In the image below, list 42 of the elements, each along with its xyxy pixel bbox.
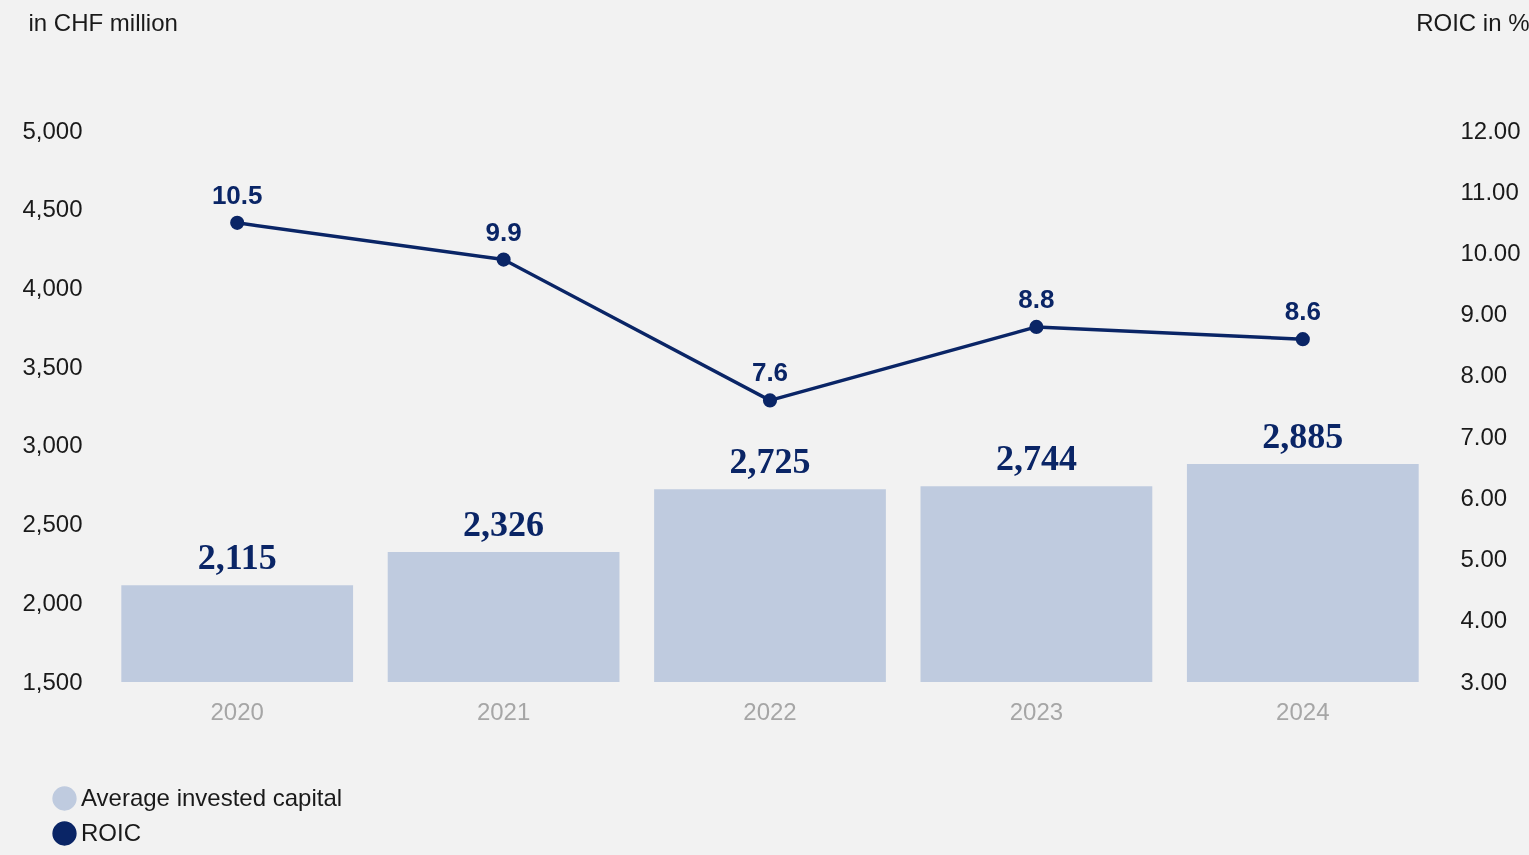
y-tick-label: 2,500 bbox=[22, 510, 83, 538]
y-tick-label: 1,500 bbox=[22, 667, 83, 695]
y-tick-label: 2,000 bbox=[22, 588, 83, 616]
y2-tick-label: 10.00 bbox=[1460, 238, 1521, 266]
data-label: 10.5 bbox=[211, 179, 263, 210]
x-tick-label: 2024 bbox=[1276, 697, 1330, 725]
y2-tick-label: 4.00 bbox=[1460, 606, 1508, 634]
y2-tick-label: 7.00 bbox=[1460, 422, 1508, 450]
x-tick-label: 2022 bbox=[743, 697, 797, 725]
data-label: 9.9 bbox=[485, 216, 522, 247]
legend-label: ROIC bbox=[81, 818, 141, 846]
y-axis-title: in CHF million bbox=[28, 8, 178, 36]
data-label: 2,885 bbox=[1262, 415, 1344, 456]
y-tick-label: 3,500 bbox=[22, 352, 83, 380]
x-tick-label: 2021 bbox=[476, 697, 531, 725]
y2-tick-label: 6.00 bbox=[1460, 483, 1508, 511]
data-label: 8.8 bbox=[1018, 283, 1055, 314]
y2-tick-label: 12.00 bbox=[1460, 116, 1521, 144]
data-label: 2,326 bbox=[463, 503, 545, 544]
point bbox=[230, 215, 245, 230]
y-tick-label: 5,000 bbox=[22, 116, 83, 144]
y2-tick-label: 11.00 bbox=[1460, 177, 1519, 205]
data-label: 2,725 bbox=[729, 441, 811, 482]
point bbox=[496, 252, 511, 267]
y2-tick-label: 3.00 bbox=[1460, 667, 1508, 695]
x-tick-label: 2023 bbox=[1009, 697, 1064, 725]
y-tick-label: 4,500 bbox=[22, 195, 83, 223]
data-label: 8.6 bbox=[1284, 296, 1321, 327]
y-tick-label: 3,000 bbox=[22, 431, 83, 459]
x-tick-label: 2020 bbox=[210, 697, 264, 725]
point bbox=[762, 393, 778, 408]
data-label: 7.6 bbox=[751, 357, 789, 388]
y2-axis-title: ROIC in % bbox=[1416, 8, 1529, 36]
point bbox=[1295, 332, 1310, 347]
data-label: 2,744 bbox=[995, 438, 1077, 479]
y-tick-label: 4,000 bbox=[22, 273, 83, 301]
y2-tick-label: 9.00 bbox=[1460, 300, 1508, 328]
y2-tick-label: 5.00 bbox=[1460, 545, 1508, 573]
point bbox=[1029, 319, 1044, 334]
data-label: 2,115 bbox=[197, 537, 277, 578]
y2-tick-label: 8.00 bbox=[1460, 361, 1508, 389]
legend-label: Average invested capital bbox=[81, 783, 343, 811]
